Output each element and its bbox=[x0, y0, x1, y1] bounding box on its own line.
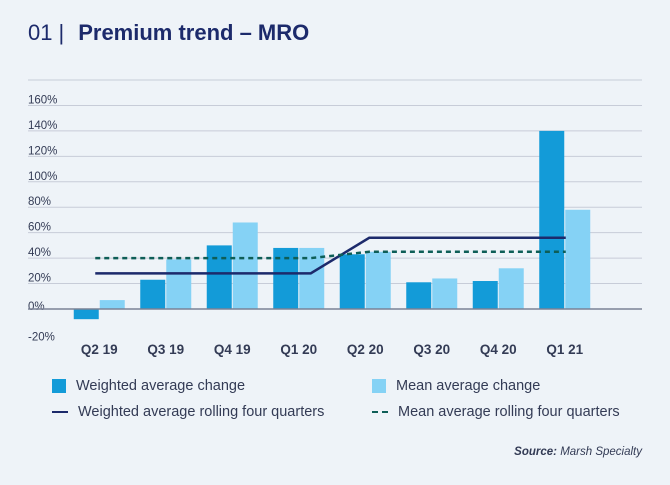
legend-mean-rolling: Mean average rolling four quarters bbox=[372, 404, 620, 420]
mean-change-bar bbox=[498, 268, 524, 309]
x-category-label: Q3 20 bbox=[413, 342, 450, 357]
y-tick-label: 0% bbox=[28, 301, 45, 313]
weighted-rolling-line-swatch bbox=[52, 411, 68, 413]
legend-weighted-rolling: Weighted average rolling four quarters bbox=[52, 404, 324, 420]
source-label: Source: bbox=[514, 446, 557, 458]
mean-change-bar bbox=[565, 209, 591, 309]
x-category-label: Q1 20 bbox=[280, 342, 317, 357]
y-tick-label: 60% bbox=[28, 222, 51, 234]
mean-rolling-line-swatch bbox=[372, 411, 388, 413]
weighted-change-bar bbox=[472, 281, 498, 309]
source-note: Source: Marsh Specialty bbox=[514, 446, 642, 458]
legend-label: Mean average change bbox=[396, 378, 541, 394]
mean-rolling-line bbox=[95, 250, 566, 260]
weighted-change-bar bbox=[539, 130, 565, 309]
title-separator: | bbox=[58, 20, 65, 45]
legend-label: Weighted average change bbox=[76, 378, 246, 394]
legend-label: Mean average rolling four quarters bbox=[398, 404, 620, 420]
y-tick-label: 80% bbox=[28, 196, 51, 208]
mean-change-bar bbox=[365, 251, 391, 309]
y-tick-label: -20% bbox=[28, 331, 55, 343]
weighted-change-bar bbox=[140, 279, 166, 309]
mean-change-bar bbox=[166, 259, 192, 309]
weighted-change-bar bbox=[206, 245, 232, 309]
mean-change-swatch bbox=[372, 379, 386, 393]
y-tick-label: 100% bbox=[28, 171, 57, 183]
x-category-label: Q4 20 bbox=[480, 342, 517, 357]
y-tick-label: 160% bbox=[28, 94, 57, 106]
y-tick-label: 20% bbox=[28, 273, 51, 285]
weighted-change-swatch bbox=[52, 379, 66, 393]
mean-change-bar bbox=[99, 300, 125, 309]
weighted-change-bar bbox=[339, 254, 365, 309]
y-tick-label: 140% bbox=[28, 120, 57, 132]
legend-weighted-change: Weighted average change bbox=[52, 378, 245, 394]
y-tick-label: 40% bbox=[28, 247, 51, 259]
chart-number: 01 bbox=[28, 20, 53, 45]
chart-title-text: Premium trend – MRO bbox=[78, 20, 310, 45]
weighted-change-bar bbox=[406, 282, 432, 309]
legend-mean-change: Mean average change bbox=[372, 378, 540, 394]
chart-title: 01 | Premium trend – MRO bbox=[28, 20, 309, 46]
x-category-label: Q3 19 bbox=[147, 342, 184, 357]
mean-change-bar bbox=[432, 278, 458, 309]
source-text: Marsh Specialty bbox=[560, 446, 642, 458]
x-category-label: Q4 19 bbox=[214, 342, 251, 357]
legend-label: Weighted average rolling four quarters bbox=[78, 404, 325, 420]
y-tick-label: 120% bbox=[28, 145, 57, 157]
x-category-label: Q1 21 bbox=[546, 342, 583, 357]
x-category-label: Q2 20 bbox=[347, 342, 384, 357]
weighted-change-bar bbox=[73, 309, 99, 320]
x-category-label: Q2 19 bbox=[81, 342, 118, 357]
mean-change-bar bbox=[232, 222, 258, 309]
